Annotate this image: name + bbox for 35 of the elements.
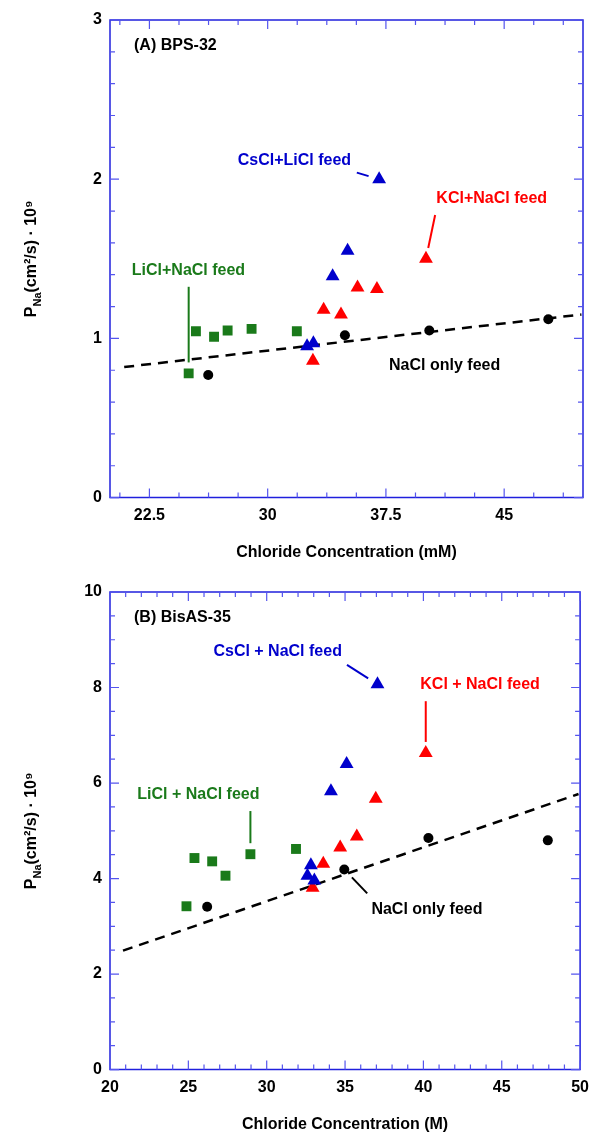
series-label: CsCl+LiCl feed bbox=[237, 150, 352, 168]
text: LiCl + NaCl feed bbox=[137, 785, 260, 803]
y-tick-label: 1 bbox=[93, 328, 103, 346]
x-tick-label: 22.5 bbox=[133, 505, 166, 523]
text: LiCl+NaCl feed bbox=[131, 260, 246, 278]
x-tick-label: 45 bbox=[495, 505, 514, 523]
x-tick-label: 20 bbox=[101, 1077, 119, 1095]
text: CsCl + NaCl feed bbox=[213, 641, 342, 659]
y-tick-label: 8 bbox=[93, 677, 103, 695]
text: NaCl only feed bbox=[371, 899, 483, 917]
x-tick-label: 25 bbox=[179, 1077, 198, 1095]
y-axis-title: PNa(cm²/s) · 10⁹ bbox=[22, 200, 43, 318]
y-axis-title: PNa(cm²/s) · 10⁹ bbox=[22, 772, 43, 890]
text: KCl + NaCl feed bbox=[420, 675, 540, 693]
y-tick-label: 2 bbox=[93, 964, 103, 982]
text: (A) BPS-32 bbox=[134, 36, 217, 53]
y-tick-label: 0 bbox=[93, 1060, 103, 1078]
text: KCl+NaCl feed bbox=[436, 189, 548, 207]
y-tick-label: 2 bbox=[93, 169, 103, 187]
x-tick-label: 40 bbox=[414, 1077, 433, 1095]
x-tick-label: 30 bbox=[258, 505, 277, 523]
y-tick-label: 0 bbox=[93, 488, 103, 506]
y-tick-label: 3 bbox=[93, 10, 103, 28]
y-tick-label: 4 bbox=[93, 868, 103, 886]
x-tick-label: 45 bbox=[492, 1077, 511, 1095]
x-axis-title: Chloride Concentration (M) bbox=[241, 1114, 449, 1132]
y-tick-label: 6 bbox=[93, 773, 103, 791]
text: (B) BisAS-35 bbox=[134, 608, 232, 625]
x-axis-title: Chloride Concentration (mM) bbox=[236, 542, 457, 560]
text: NaCl only feed bbox=[389, 356, 501, 374]
y-tick-label: 10 bbox=[84, 582, 103, 600]
x-tick-label: 50 bbox=[571, 1077, 590, 1095]
x-tick-label: 35 bbox=[336, 1077, 355, 1095]
x-tick-label: 37.5 bbox=[370, 505, 402, 523]
x-tick-label: 30 bbox=[257, 1077, 276, 1095]
